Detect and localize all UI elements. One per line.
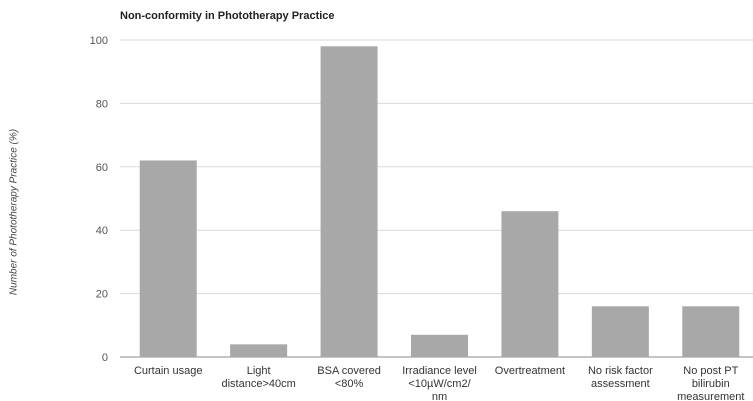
x-tick-label: Overtreatment <box>495 365 565 377</box>
y-tick-label: 40 <box>96 225 108 237</box>
bar <box>411 334 468 357</box>
bar <box>591 306 649 357</box>
bar <box>501 211 559 357</box>
x-tick-label: No risk factor assessment <box>588 365 653 390</box>
gridlines <box>120 39 753 358</box>
axes: 0 20 40 60 80 100 Curtain usage Light distance>4… <box>90 35 745 401</box>
y-tick-label: 60 <box>96 162 108 174</box>
chart-title: Non-conformity in Phototherapy Practice <box>120 10 335 22</box>
x-tick-label: Irradiance level <10µW/cm2/nm <box>402 365 477 401</box>
bar <box>139 160 197 357</box>
bar <box>320 46 378 358</box>
bar <box>682 306 740 357</box>
y-tick-label: 100 <box>90 35 108 47</box>
bar <box>230 344 288 357</box>
bars <box>139 46 740 358</box>
x-tick-label: No post PT bilirubin measurement <box>677 365 744 401</box>
x-tick-label: Curtain usage <box>134 365 203 377</box>
x-tick-label: Light distance>40cm <box>221 365 295 390</box>
y-tick-label: 20 <box>96 289 108 301</box>
y-tick-label: 0 <box>102 352 108 364</box>
x-tick-label: BSA covered <80% <box>317 365 381 390</box>
y-tick-label: 80 <box>96 98 108 110</box>
